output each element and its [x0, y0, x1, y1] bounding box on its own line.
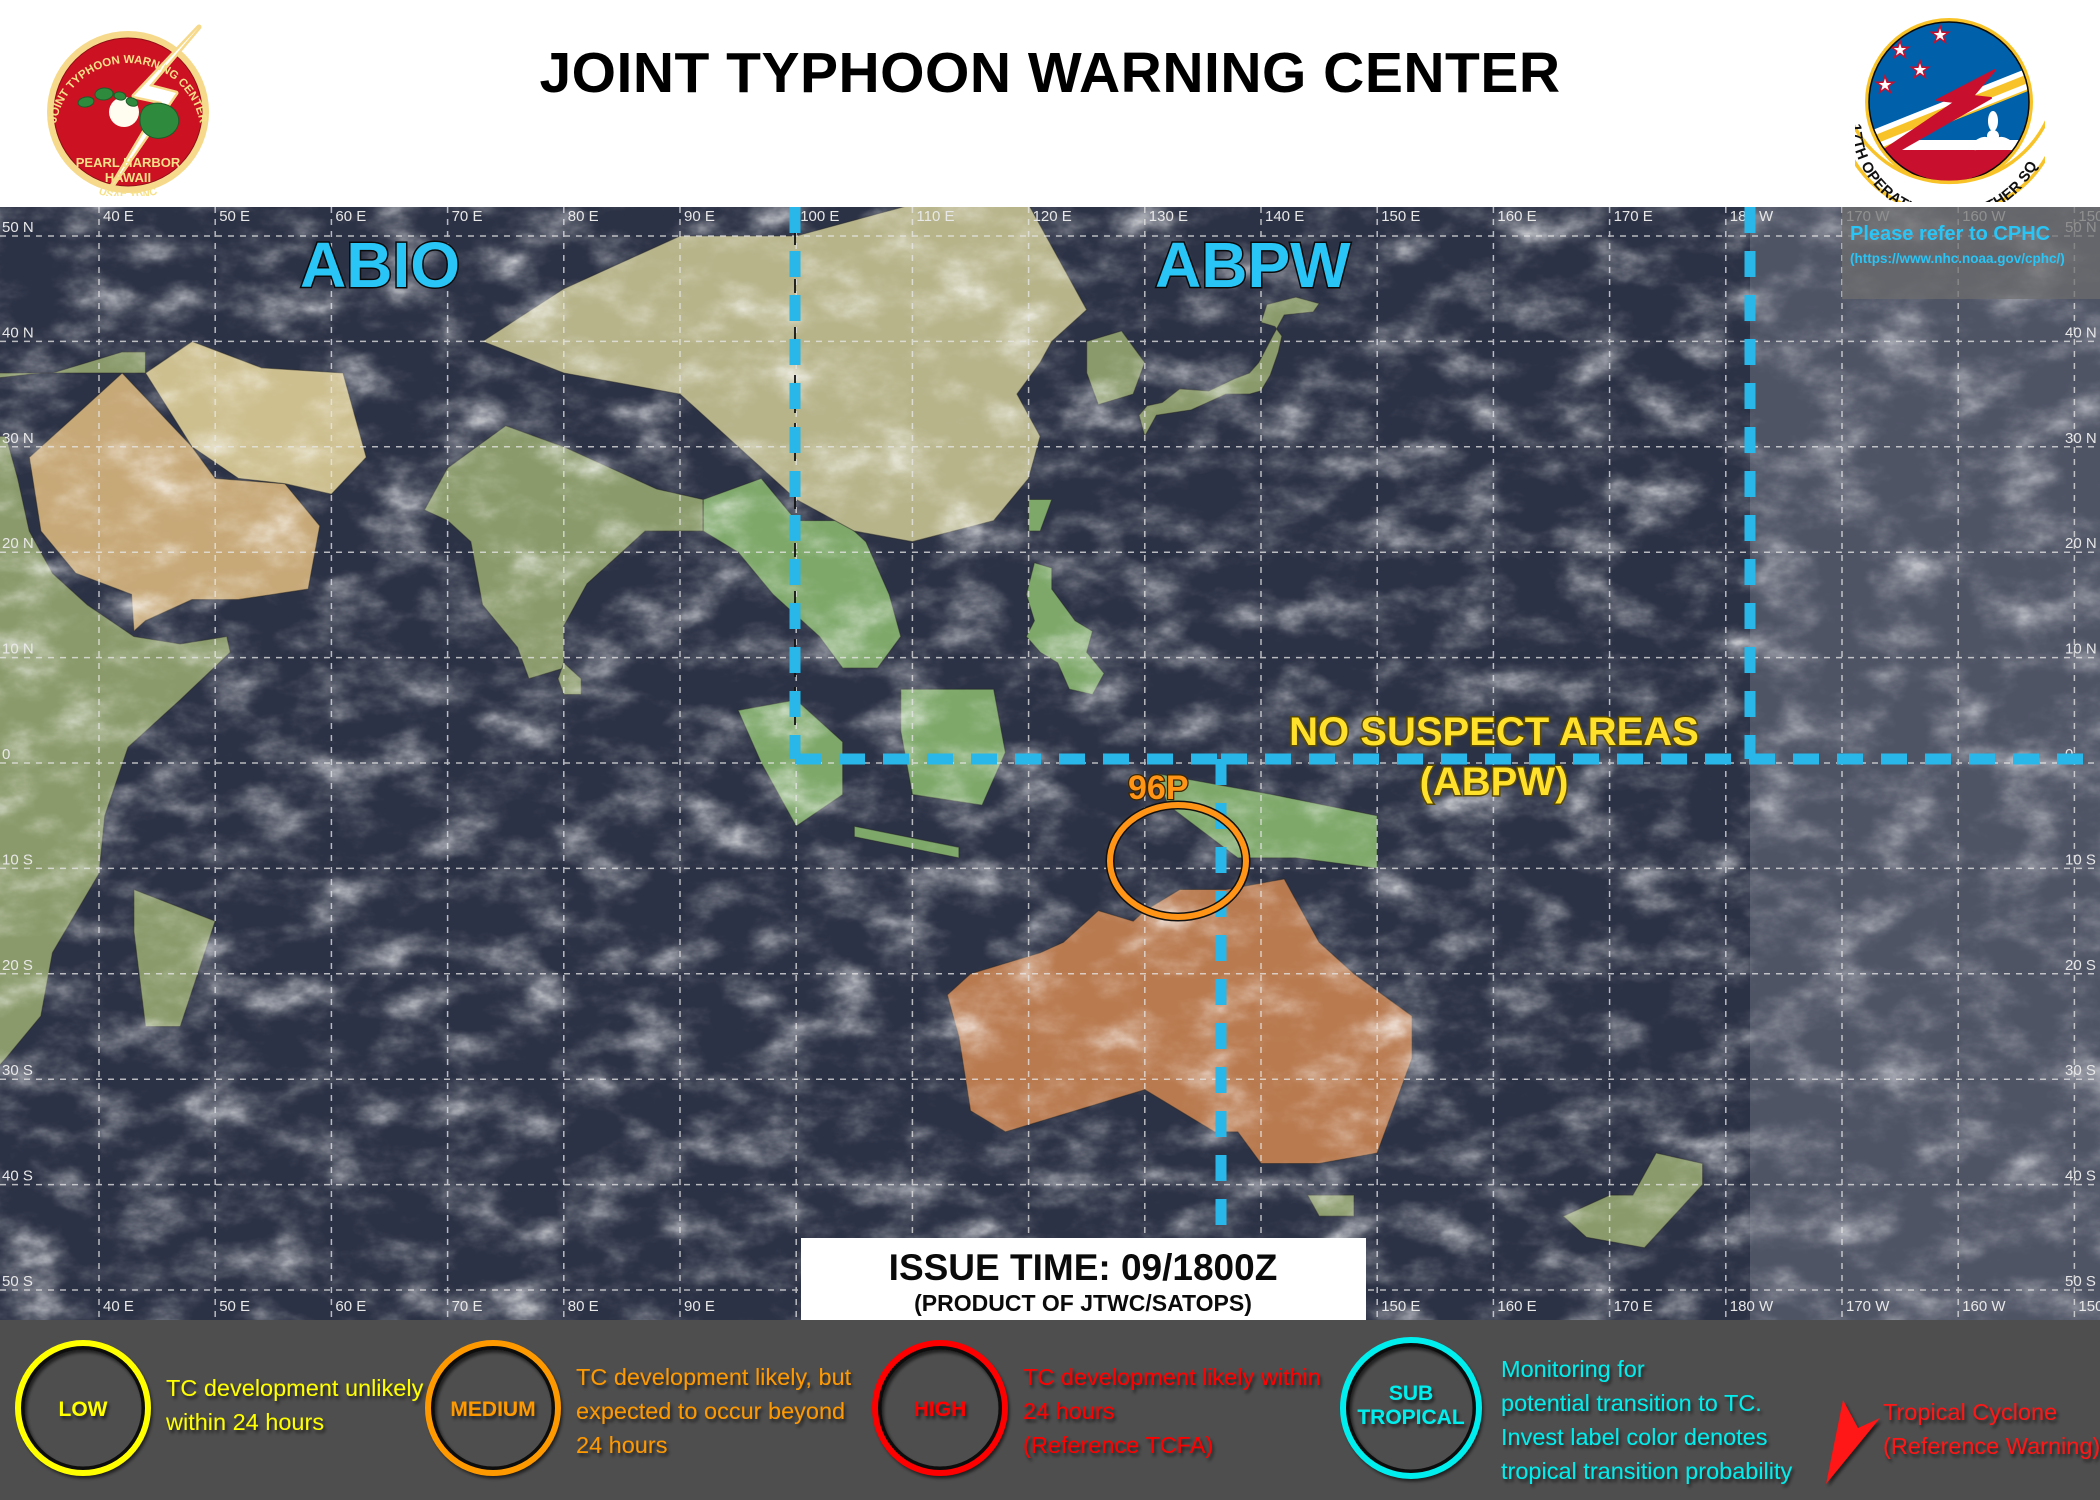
svg-text:50 S: 50 S: [2, 1273, 33, 1290]
svg-text:150 W: 150 W: [2078, 1298, 2100, 1315]
svg-text:110 E: 110 E: [916, 208, 954, 225]
svg-text:(PRODUCT OF JTWC/SATOPS): (PRODUCT OF JTWC/SATOPS): [914, 1290, 1252, 1316]
svg-text:20 N: 20 N: [2065, 535, 2097, 552]
svg-text:30 S: 30 S: [2065, 1062, 2096, 1079]
svg-text:160 W: 160 W: [1962, 1298, 2006, 1315]
svg-text:70 E: 70 E: [452, 208, 483, 225]
svg-text:80 E: 80 E: [568, 208, 599, 225]
svg-text:80 E: 80 E: [568, 1298, 599, 1315]
svg-text:HIGH: HIGH: [914, 1398, 967, 1421]
svg-text:150 E: 150 E: [1381, 208, 1420, 225]
svg-text:potential transition to TC.: potential transition to TC.: [1501, 1390, 1762, 1416]
svg-text:HAWAII: HAWAII: [105, 170, 151, 185]
svg-text:90 E: 90 E: [684, 1298, 715, 1315]
svg-text:10 S: 10 S: [2065, 851, 2096, 868]
svg-text:60 E: 60 E: [335, 208, 366, 225]
svg-text:170 E: 170 E: [1614, 208, 1653, 225]
svg-text:40 E: 40 E: [103, 208, 134, 225]
svg-text:(Reference TCFA): (Reference TCFA): [1023, 1432, 1213, 1458]
svg-text:140 E: 140 E: [1265, 208, 1304, 225]
svg-text:40 E: 40 E: [103, 1298, 134, 1315]
svg-text:10 N: 10 N: [2065, 641, 2097, 658]
svg-text:20 S: 20 S: [2065, 957, 2096, 974]
svg-text:LOW: LOW: [59, 1398, 108, 1421]
svg-text:10 S: 10 S: [2, 851, 33, 868]
svg-text:NO SUSPECT AREAS: NO SUSPECT AREAS: [1289, 710, 1699, 754]
svg-text:ISSUE TIME: 09/1800Z: ISSUE TIME: 09/1800Z: [889, 1247, 1278, 1288]
svg-text:TROPICAL: TROPICAL: [1357, 1406, 1465, 1429]
svg-text:20 S: 20 S: [2, 957, 33, 974]
svg-text:40 S: 40 S: [2065, 1168, 2096, 1185]
svg-text:ABIO: ABIO: [300, 229, 460, 301]
svg-text:50 E: 50 E: [219, 1298, 250, 1315]
svg-text:0: 0: [2, 746, 10, 763]
svg-text:40 S: 40 S: [2, 1168, 33, 1185]
svg-text:SUB: SUB: [1389, 1382, 1433, 1405]
svg-text:PEARL HARBOR: PEARL HARBOR: [76, 155, 181, 170]
svg-text:30 N: 30 N: [2, 430, 34, 447]
svg-text:24 hours: 24 hours: [576, 1432, 667, 1458]
svg-text:TC development likely, but: TC development likely, but: [576, 1364, 852, 1390]
svg-text:160 E: 160 E: [1497, 208, 1536, 225]
svg-text:170 W: 170 W: [1846, 1298, 1890, 1315]
svg-text:(https://www.nhc.noaa.gov/cphc: (https://www.nhc.noaa.gov/cphc/): [1850, 251, 2065, 266]
svg-text:50 S: 50 S: [2065, 1273, 2096, 1290]
svg-text:160 E: 160 E: [1497, 1298, 1536, 1315]
svg-text:20 N: 20 N: [2, 535, 34, 552]
svg-text:within 24 hours: within 24 hours: [165, 1409, 324, 1435]
svg-text:(ABPW): (ABPW): [1420, 760, 1569, 804]
svg-text:30 N: 30 N: [2065, 430, 2097, 447]
svg-text:60 E: 60 E: [335, 1298, 366, 1315]
svg-text:tropical transition probabil: tropical transition probability: [1501, 1458, 1793, 1484]
svg-text:120 E: 120 E: [1033, 208, 1072, 225]
svg-text:ABPW: ABPW: [1155, 229, 1351, 301]
svg-text:50 N: 50 N: [2, 219, 34, 236]
svg-text:150 E: 150 E: [1381, 1298, 1420, 1315]
svg-text:40 N: 40 N: [2, 324, 34, 341]
svg-text:170 E: 170 E: [1614, 1298, 1653, 1315]
svg-text:24 hours: 24 hours: [1023, 1398, 1114, 1424]
svg-text:130 E: 130 E: [1149, 208, 1188, 225]
svg-text:100 E: 100 E: [800, 208, 839, 225]
svg-text:30 S: 30 S: [2, 1062, 33, 1079]
svg-text:50 E: 50 E: [219, 208, 250, 225]
svg-text:10 N: 10 N: [2, 641, 34, 658]
svg-text:Invest label color denotes: Invest label color denotes: [1501, 1424, 1768, 1450]
svg-text:TC development likely within: TC development likely within: [1023, 1364, 1321, 1390]
svg-text:Tropical Cyclone: Tropical Cyclone: [1883, 1399, 2057, 1425]
svg-text:70 E: 70 E: [452, 1298, 483, 1315]
svg-text:90 E: 90 E: [684, 208, 715, 225]
svg-text:expected to occur beyond: expected to occur beyond: [576, 1398, 845, 1424]
svg-text:TC development unlikely: TC development unlikely: [166, 1375, 424, 1401]
svg-text:180 W: 180 W: [1730, 1298, 1774, 1315]
svg-text:40 N: 40 N: [2065, 324, 2097, 341]
svg-text:Monitoring for: Monitoring for: [1501, 1356, 1645, 1382]
svg-text:(Reference Warning): (Reference Warning): [1883, 1433, 2100, 1459]
svg-text:MEDIUM: MEDIUM: [450, 1398, 535, 1421]
svg-text:Please refer to CPHC: Please refer to CPHC: [1850, 223, 2050, 245]
